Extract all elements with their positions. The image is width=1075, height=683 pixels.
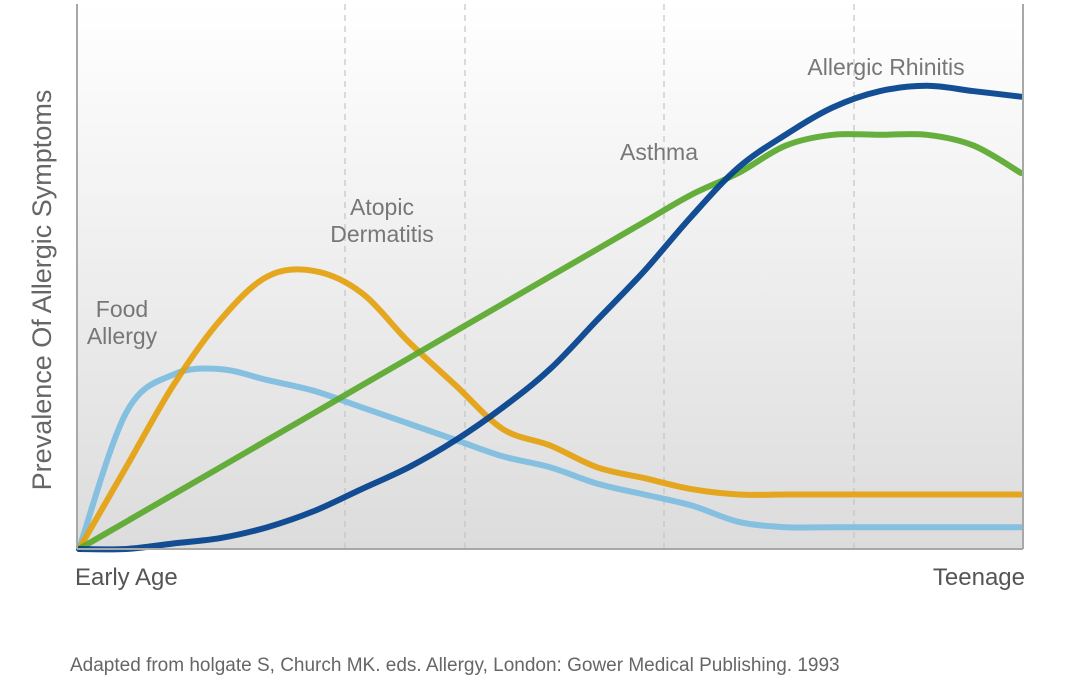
series-line-asthma — [76, 131, 1024, 552]
series-group — [76, 82, 1024, 553]
label-line: Atopic — [350, 194, 414, 220]
label-line: Allergic Rhinitis — [807, 54, 965, 80]
label-line: Food — [95, 296, 149, 322]
label-line: Asthma — [620, 139, 698, 165]
grid-lines — [344, 4, 855, 549]
label-line: Allergy — [86, 323, 158, 349]
y-axis-label: Prevalence Of Allergic Symptoms — [27, 89, 57, 491]
series-line-allergic-rhinitis — [76, 82, 1024, 553]
x-tick-label-start: Early Age — [75, 564, 178, 591]
label-line: Dermatitis — [330, 221, 434, 247]
series-line-atopic-dermatitis — [76, 266, 1024, 552]
series-line-food-allergy — [76, 365, 1024, 552]
allergic-rhinitis-label: Allergic Rhinitis — [807, 54, 964, 81]
atopic-dermatitis-label: Atopic Dermatitis — [330, 194, 434, 248]
x-tick-label-end: Teenage — [932, 564, 1025, 591]
food-allergy-label: Food Allergy — [87, 296, 157, 350]
source-caption: Adapted from holgate S, Church MK. eds. … — [70, 655, 840, 676]
asthma-label: Asthma — [620, 139, 698, 166]
